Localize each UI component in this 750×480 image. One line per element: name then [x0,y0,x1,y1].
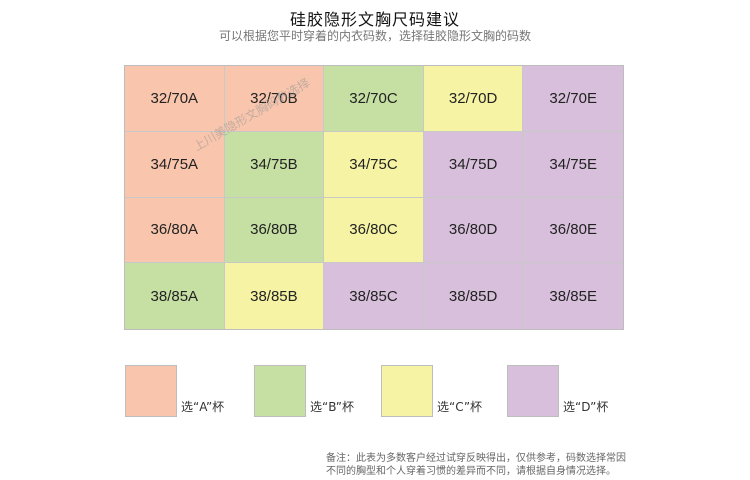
size-cell: 32/70D [423,66,524,132]
legend-swatch-c [381,365,433,417]
legend-item-b: 选“B”杯 [254,365,354,417]
legend-item-d: 选“D”杯 [507,365,608,417]
footnote-line-2: 不同的胸型和个人穿着习惯的差异而不同，请根据自身情况选择。 [326,466,616,477]
size-cell: 32/70A [125,66,225,132]
legend-swatch-d [507,365,559,417]
size-cell: 38/85B [224,263,325,329]
size-cell: 32/70B [224,66,325,132]
legend-swatch-a [125,365,177,417]
size-grid: 32/70A 32/70B 32/70C 32/70D 32/70E 34/75A 34/7… [124,65,624,330]
size-cell: 38/85E [523,263,623,329]
footnote-line-1: 备注：此表为多数客户经过试穿反映得出，仅供参考，码数选择常因 [326,453,626,464]
legend-item-a: 选“A”杯 [125,365,224,417]
legend-label-a: 选“A”杯 [181,400,225,414]
footnote: 备注：此表为多数客户经过试穿反映得出，仅供参考，码数选择常因 不同的胸型和个人穿… [326,452,626,478]
size-cell: 36/80C [324,197,424,264]
page-title: 硅胶隐形文胸尺码建议 [289,10,460,29]
size-cell: 38/85C [324,263,424,329]
size-cell: 34/75A [125,131,225,198]
legend-swatch-b [254,365,306,417]
legend-label-b: 选“B”杯 [310,400,355,414]
size-cell: 32/70E [523,66,623,132]
size-cell: 36/80D [423,197,524,264]
size-cell: 36/80E [523,197,623,264]
size-cell: 34/75C [324,131,424,198]
size-cell: 38/85A [125,263,225,329]
size-cell: 34/75E [523,131,623,198]
legend-label-c: 选“C”杯 [437,400,483,414]
size-cell: 36/80A [125,197,225,264]
size-cell: 36/80B [224,197,325,264]
size-cell: 38/85D [423,263,524,329]
size-cell: 34/75B [224,131,325,198]
size-cell: 32/70C [324,66,424,132]
legend-label-d: 选“D”杯 [563,400,609,414]
page-subtitle: 可以根据您平时穿着的内衣码数，选择硅胶隐形文胸的码数 [218,29,531,43]
size-cell: 34/75D [423,131,524,198]
legend-item-c: 选“C”杯 [381,365,482,417]
